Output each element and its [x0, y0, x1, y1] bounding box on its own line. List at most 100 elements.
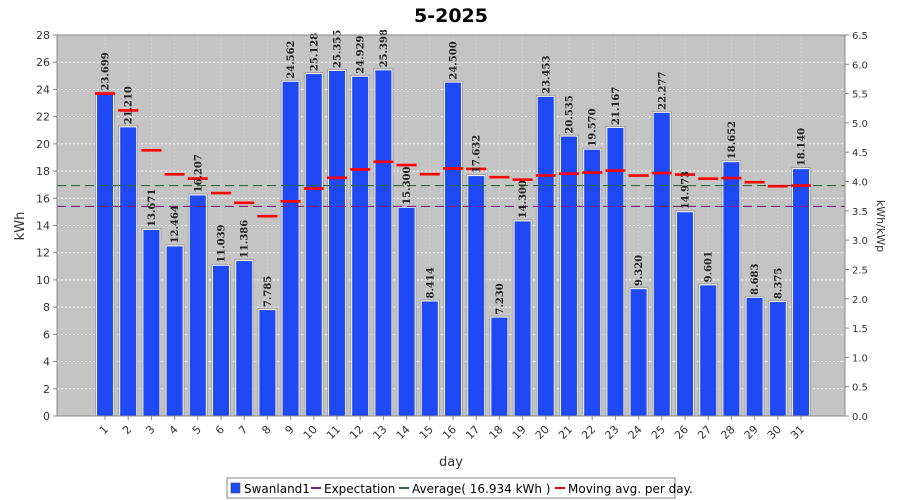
bar	[398, 207, 415, 416]
value-label: 11.039	[217, 224, 228, 262]
value-labels: 23.699 21.210 13.671 12.464 16.207 11.039 11.3…	[101, 29, 808, 315]
legend-item: Expectation	[311, 482, 395, 496]
value-label: 25.128	[309, 33, 320, 71]
value-label: 8.414	[425, 267, 436, 298]
y2-tick-label: 5.0	[852, 119, 868, 130]
bar	[445, 82, 461, 416]
x-tick-label: 24	[626, 423, 645, 442]
value-label: 13.671	[147, 189, 158, 227]
y-tick-label: 28	[36, 29, 50, 42]
y2-tick-label: 3.5	[852, 207, 868, 218]
bar-group	[350, 74, 371, 417]
x-tick-label: 20	[533, 423, 552, 442]
bar	[259, 310, 276, 416]
x-tick-label: 13	[370, 423, 389, 442]
bar	[723, 162, 740, 416]
bar-group	[327, 69, 347, 417]
y-tick-label: 0	[43, 410, 50, 423]
bar	[653, 112, 670, 416]
bar-group	[443, 80, 463, 417]
x-axis: 1 2 3 4 5 6 7 8 9 10 11 12 13 14 15 16 17 18 19 20 21 22 23 24 2…	[97, 416, 807, 442]
y-tick-label: 12	[36, 247, 50, 260]
value-label: 25.398	[379, 29, 390, 67]
legend-label: Moving avg. per day.	[568, 482, 693, 496]
bar	[97, 93, 113, 416]
x-tick-label: 9	[283, 423, 297, 437]
bar-group	[396, 205, 417, 417]
bar-group	[651, 110, 672, 417]
x-tick-label: 31	[788, 423, 807, 442]
value-label: 24.562	[286, 40, 297, 78]
y-tick-label: 8	[43, 301, 50, 314]
value-label: 25.355	[333, 30, 344, 68]
y2-tick-label: 1.0	[852, 353, 868, 364]
value-label: 9.320	[634, 255, 645, 286]
value-label: 14.973	[681, 171, 692, 209]
y-tick-label: 6	[43, 328, 50, 341]
legend-item: Swanland1	[230, 482, 310, 496]
x-tick-label: 16	[440, 423, 459, 442]
y-axis-label: kWh	[13, 212, 28, 241]
x-tick-label: 28	[718, 423, 737, 442]
bar	[120, 127, 137, 416]
y2-tick-label: 5.5	[852, 90, 868, 101]
value-label: 21.167	[611, 87, 622, 125]
value-label: 7.230	[495, 283, 506, 314]
x-tick-label: 17	[463, 423, 482, 442]
bar-group	[535, 94, 556, 417]
bar-group	[211, 263, 231, 417]
value-label: 12.464	[170, 205, 181, 243]
value-label: 24.500	[449, 41, 460, 79]
bar-group	[466, 174, 487, 417]
y-tick-label: 4	[43, 356, 50, 369]
x-tick-label: 14	[394, 423, 413, 442]
x-tick-label: 8	[259, 423, 273, 437]
legend-label: Expectation	[324, 482, 395, 496]
x-tick-label: 22	[579, 423, 598, 442]
x-tick-label: 26	[672, 423, 691, 442]
bar-group	[698, 283, 719, 417]
legend: Swanland1 Expectation Average( 16.934 kWh …	[226, 477, 693, 499]
bar-group	[559, 134, 579, 417]
bar	[189, 195, 206, 416]
y-tick-label: 14	[36, 220, 50, 233]
bar-group	[582, 147, 603, 417]
x-tick-label: 25	[649, 423, 668, 442]
x-tick-label: 7	[236, 423, 250, 437]
bar	[143, 229, 160, 416]
bar-group	[767, 300, 788, 417]
value-label: 18.140	[797, 128, 808, 166]
bar	[514, 221, 531, 416]
bar-group	[257, 308, 278, 417]
bar-group	[234, 259, 255, 417]
legend-item: Moving avg. per day.	[555, 482, 693, 496]
legend-box	[226, 477, 676, 499]
bar	[491, 317, 508, 416]
y-tick-label: 24	[36, 83, 50, 96]
bar-group	[118, 125, 139, 417]
value-label: 21.210	[124, 86, 135, 124]
y2-tick-label: 3.0	[852, 236, 868, 247]
y2-tick-label: 4.0	[852, 178, 868, 189]
y2-tick-label: 1.5	[852, 324, 868, 335]
bar-group	[628, 287, 649, 417]
value-label: 16.207	[193, 154, 204, 192]
x-tick-label: 4	[167, 423, 181, 437]
value-label: 15.300	[402, 166, 413, 204]
y-tick-label: 10	[36, 274, 50, 287]
value-label: 7.785	[263, 276, 274, 307]
y-tick-label: 18	[36, 165, 50, 178]
bar	[166, 246, 183, 416]
bar-group	[675, 210, 695, 417]
y2-tick-label: 6.0	[852, 60, 868, 71]
bar	[282, 81, 299, 416]
bar	[584, 149, 601, 416]
value-label: 11.386	[240, 220, 251, 258]
y-tick-label: 26	[36, 56, 50, 69]
value-label: 19.570	[588, 108, 599, 146]
x-tick-label: 6	[213, 423, 227, 437]
bar	[375, 70, 392, 416]
bar	[700, 285, 717, 416]
value-label: 18.652	[727, 121, 738, 159]
